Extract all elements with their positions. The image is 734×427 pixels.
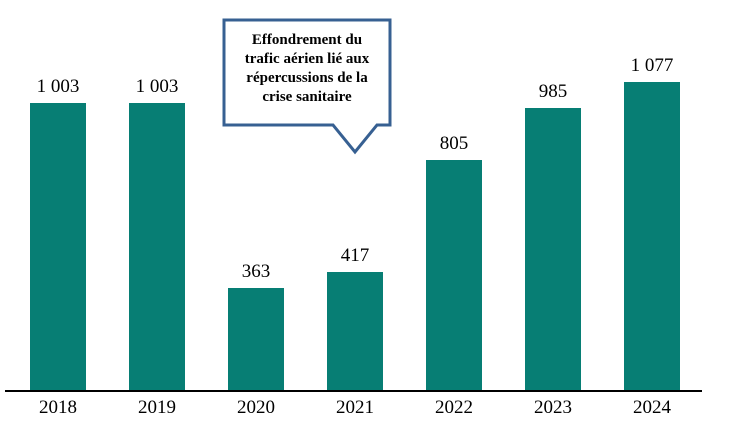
x-axis-label: 2021 xyxy=(336,397,374,418)
bar-2019 xyxy=(129,103,185,392)
callout-bubble-shape xyxy=(222,18,392,155)
bar-value-label: 1 003 xyxy=(36,76,80,97)
x-axis-label: 2022 xyxy=(435,397,473,418)
bar-2018 xyxy=(30,103,86,392)
bar-value-label: 417 xyxy=(340,245,370,266)
bar-2022 xyxy=(426,160,482,392)
bar-value-label: 363 xyxy=(241,261,271,282)
bar-value-label: 1 003 xyxy=(135,76,179,97)
bar-2024 xyxy=(624,82,680,392)
x-axis-label: 2023 xyxy=(534,397,572,418)
bar-value-label: 1 077 xyxy=(630,55,674,76)
bar-value-label: 985 xyxy=(538,81,568,102)
bar-value-label: 805 xyxy=(439,133,469,154)
bar-2023 xyxy=(525,108,581,392)
callout-line: Effondrement du xyxy=(251,32,363,48)
x-axis-label: 2020 xyxy=(237,397,275,418)
callout-bubble xyxy=(222,18,392,155)
callout-annotation: Effondrement du trafic aérien lié aux ré… xyxy=(226,31,388,107)
x-axis-label: 2018 xyxy=(39,397,77,418)
callout-line: répercussions de la xyxy=(246,70,368,86)
callout-line: trafic aérien lié aux xyxy=(244,51,370,67)
x-axis-label: 2024 xyxy=(633,397,671,418)
x-axis-label: 2019 xyxy=(138,397,176,418)
bar-2021 xyxy=(327,272,383,392)
callout-line: crise sanitaire xyxy=(262,89,352,105)
bar-2020 xyxy=(228,288,284,392)
x-axis-line xyxy=(5,390,702,392)
